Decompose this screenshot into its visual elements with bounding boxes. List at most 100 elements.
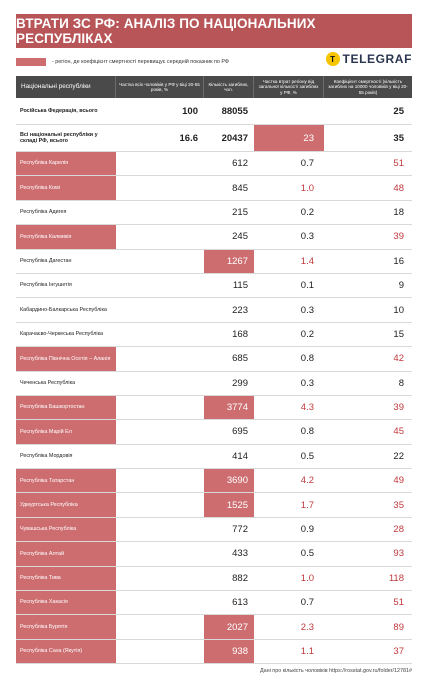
table-row: Республіка Саха (Якутія) 938 1.1 37 xyxy=(16,639,412,665)
table-row: Республіка Башкортостан 3774 4.3 39 xyxy=(16,395,412,421)
share-losses: 1.0 xyxy=(300,182,314,194)
table-row: Республіка Хакасія 613 0.7 51 xyxy=(16,591,412,616)
deaths-count: 938 xyxy=(204,639,254,664)
mortality-coef: 35 xyxy=(393,499,404,511)
header-share-losses: Частка втрат регіону від загальної кільк… xyxy=(254,76,324,98)
share-population: 16.6 xyxy=(179,132,199,144)
telegraf-logo-text: TELEGRAF xyxy=(342,52,412,66)
table-row: Всі національні республіки у складі РФ, … xyxy=(16,125,412,152)
deaths-count: 168 xyxy=(232,328,248,340)
table-row: Республіка Татарстан 3690 4.2 49 xyxy=(16,469,412,494)
page-title: ВТРАТИ ЗС РФ: АНАЛІЗ ПО НАЦІОНАЛЬНИХ РЕС… xyxy=(16,14,412,48)
region-name: Російська Федерація, всього xyxy=(20,107,98,114)
losses-table: Національні республіки Частка всіх чолов… xyxy=(16,76,412,665)
share-population xyxy=(116,176,204,199)
share-losses: 1.0 xyxy=(300,572,314,584)
share-losses: 0.7 xyxy=(300,597,314,609)
share-population: 100 xyxy=(182,105,198,117)
deaths-count: 695 xyxy=(232,426,248,438)
share-losses: 1.7 xyxy=(300,499,314,511)
share-losses: 23 xyxy=(254,125,324,151)
share-losses: 1.1 xyxy=(300,646,314,657)
table-row: Республіка Бурятія 2027 2.3 89 xyxy=(16,615,412,640)
table-row: Республіка Марій Ел 695 0.8 45 xyxy=(16,420,412,445)
share-population xyxy=(116,518,204,541)
mortality-coef: 15 xyxy=(393,328,404,340)
header-share-pop: Частка всіх чоловіків у РФ у віці 20-55 … xyxy=(116,76,204,98)
deaths-count: 299 xyxy=(232,377,248,389)
region-name: Республіка Карелія xyxy=(16,152,116,176)
mortality-coef: 45 xyxy=(393,426,404,438)
mortality-coef: 22 xyxy=(393,450,404,462)
share-losses: 0.8 xyxy=(300,426,314,438)
mortality-coef: 8 xyxy=(398,377,404,389)
region-name: Республіка Комі xyxy=(16,176,116,200)
mortality-coef: 10 xyxy=(393,304,404,316)
mortality-coef: 39 xyxy=(393,402,404,414)
share-population xyxy=(116,201,204,224)
table-row: Чеченська Республіка 299 0.3 8 xyxy=(16,371,412,396)
table-row: Карачаєво-Черкеська Республіка 168 0.2 15 xyxy=(16,322,412,348)
mortality-coef: 118 xyxy=(388,572,404,584)
region-name: Республіка Бурятія xyxy=(16,615,116,639)
deaths-count: 612 xyxy=(232,158,248,170)
table-header: Національні республіки Частка всіх чолов… xyxy=(16,76,412,98)
share-losses: 0.3 xyxy=(300,304,314,316)
share-losses: 1.4 xyxy=(300,255,314,267)
source-footer: Дані про кількість чоловіків https://ros… xyxy=(259,668,412,674)
region-name: Республіка Адигея xyxy=(20,209,67,216)
mortality-coef: 93 xyxy=(393,548,404,560)
table-row: Республіка Мордовія 414 0.5 22 xyxy=(16,444,412,470)
region-name: Республіка Хакасія xyxy=(16,591,116,615)
mortality-coef: 39 xyxy=(393,231,404,243)
legend-swatch xyxy=(16,58,46,66)
deaths-count: 215 xyxy=(232,206,248,218)
share-population xyxy=(116,591,204,614)
deaths-count: 882 xyxy=(232,572,248,584)
deaths-count: 772 xyxy=(232,524,248,536)
region-name: Республіка Татарстан xyxy=(16,469,116,493)
deaths-count: 20437 xyxy=(221,132,248,144)
header-coef: Коефіцієнт смертності (кількість загибли… xyxy=(328,78,408,95)
share-population xyxy=(116,567,204,590)
mortality-coef: 16 xyxy=(393,255,404,267)
table-row: Республіка Карелія 612 0.7 51 xyxy=(16,152,412,177)
region-name: Республіка Саха (Якутія) xyxy=(16,639,116,664)
table-row: Республіка Комі 845 1.0 48 xyxy=(16,176,412,201)
deaths-count: 414 xyxy=(232,450,248,462)
share-losses: 0.2 xyxy=(300,206,314,218)
table-row: Республіка Адигея 215 0.2 18 xyxy=(16,200,412,226)
region-name: Кабардино-Балкарська Республіка xyxy=(20,306,107,313)
share-losses: 0.9 xyxy=(300,524,314,536)
mortality-coef: 51 xyxy=(393,597,404,609)
table-row: Республіка Алтай 433 0.5 93 xyxy=(16,542,412,567)
region-name: Республіка Північна Осетія – Аланія xyxy=(16,347,116,371)
mortality-coef: 28 xyxy=(393,524,404,536)
mortality-coef: 49 xyxy=(393,475,404,487)
deaths-count: 88055 xyxy=(221,105,248,117)
share-population xyxy=(116,323,204,346)
region-name: Чеченська Республіка xyxy=(20,379,76,386)
legend-text: - регіон, де коефіцієнт смертності перев… xyxy=(52,59,229,65)
share-population xyxy=(116,542,204,565)
share-losses: 0.3 xyxy=(300,231,314,243)
share-losses: 4.3 xyxy=(300,402,314,414)
region-name: Республіка Мордовія xyxy=(20,453,73,460)
mortality-coef: 48 xyxy=(393,182,404,194)
deaths-count: 223 xyxy=(232,304,248,316)
share-losses: 0.7 xyxy=(300,158,314,170)
table-row: Республіка Тива 882 1.0 118 xyxy=(16,566,412,592)
table-row: Республіка Калмикія 245 0.3 39 xyxy=(16,225,412,250)
share-population xyxy=(116,396,204,419)
deaths-count: 3690 xyxy=(204,469,254,493)
table-row: Чувашська Республіка 772 0.9 28 xyxy=(16,517,412,543)
deaths-count: 1525 xyxy=(204,493,254,517)
region-name: Всі національні республіки у складі РФ, … xyxy=(20,131,98,144)
region-name: Карачаєво-Черкеська Республіка xyxy=(20,331,104,338)
share-losses: 0.5 xyxy=(300,548,314,560)
share-losses: 0.1 xyxy=(300,280,314,292)
share-losses: 0.5 xyxy=(300,450,314,462)
share-population xyxy=(116,298,204,321)
mortality-coef: 9 xyxy=(398,280,404,292)
deaths-count: 1267 xyxy=(204,249,254,273)
